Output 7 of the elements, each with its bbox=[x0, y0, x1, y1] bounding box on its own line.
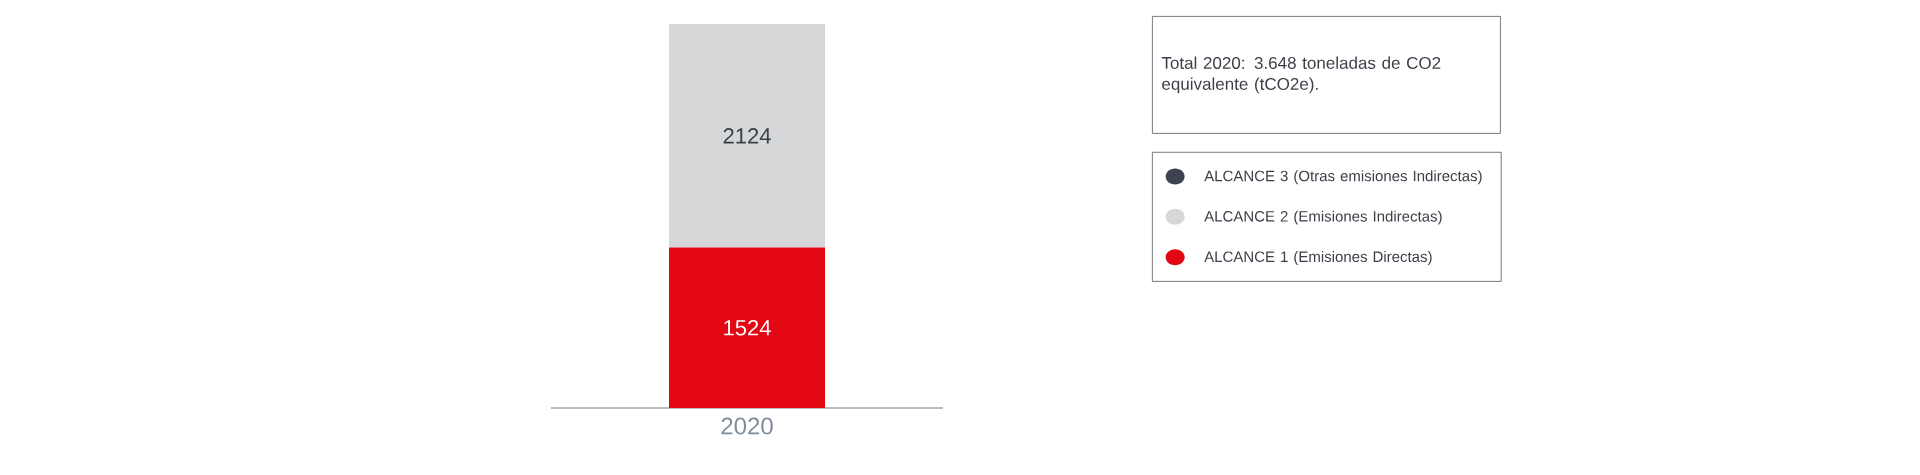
x-tick-label: 2020 bbox=[721, 417, 773, 435]
legend-label: ALCANCE 3 (Otras emisiones Indirectas) bbox=[1204, 170, 1482, 185]
data-label: 2124 bbox=[723, 128, 771, 144]
legend-label: ALCANCE 2 (Emisiones Indirectas) bbox=[1204, 210, 1442, 225]
text: Total 2020: 3.648 toneladas de CO2 equivalente (tCO2e). bbox=[1161, 56, 1441, 94]
data-label: 1524 bbox=[724, 319, 771, 336]
legend-label: ALCANCE 1 (Emisiones Directas) bbox=[1204, 251, 1432, 265]
